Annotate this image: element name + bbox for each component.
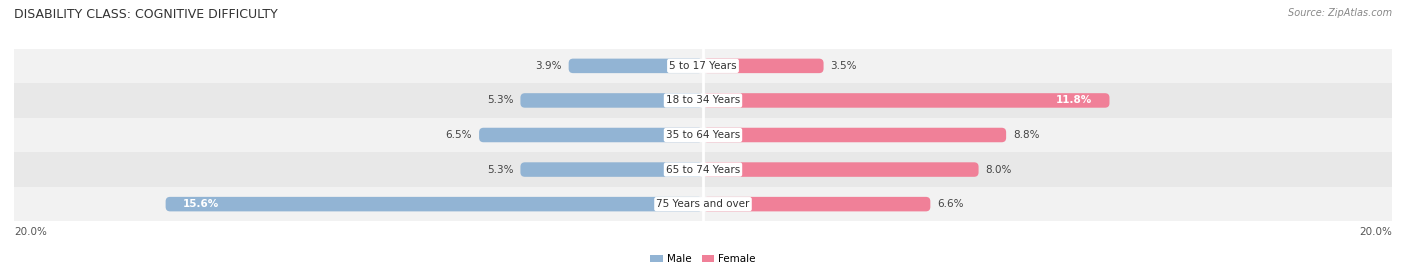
Text: 8.8%: 8.8% [1012,130,1039,140]
Bar [14,49,1392,83]
FancyBboxPatch shape [703,59,824,73]
Text: 5 to 17 Years: 5 to 17 Years [669,61,737,71]
Text: 3.9%: 3.9% [536,61,562,71]
FancyBboxPatch shape [703,197,931,211]
Text: 11.8%: 11.8% [1056,95,1092,106]
FancyBboxPatch shape [166,197,703,211]
Text: 20.0%: 20.0% [14,227,46,237]
Text: 8.0%: 8.0% [986,164,1012,175]
Text: 6.6%: 6.6% [938,199,963,209]
Text: DISABILITY CLASS: COGNITIVE DIFFICULTY: DISABILITY CLASS: COGNITIVE DIFFICULTY [14,8,278,21]
Bar [14,152,1392,187]
Text: 65 to 74 Years: 65 to 74 Years [666,164,740,175]
Text: 35 to 64 Years: 35 to 64 Years [666,130,740,140]
FancyBboxPatch shape [703,93,1109,108]
FancyBboxPatch shape [520,93,703,108]
Bar [14,187,1392,221]
Text: Source: ZipAtlas.com: Source: ZipAtlas.com [1288,8,1392,18]
Text: 6.5%: 6.5% [446,130,472,140]
Text: 5.3%: 5.3% [486,164,513,175]
FancyBboxPatch shape [568,59,703,73]
FancyBboxPatch shape [479,128,703,142]
Text: 18 to 34 Years: 18 to 34 Years [666,95,740,106]
Legend: Male, Female: Male, Female [645,250,761,268]
Text: 3.5%: 3.5% [831,61,856,71]
Text: 20.0%: 20.0% [1360,227,1392,237]
FancyBboxPatch shape [703,128,1007,142]
FancyBboxPatch shape [520,162,703,177]
Text: 5.3%: 5.3% [486,95,513,106]
Text: 15.6%: 15.6% [183,199,219,209]
Bar [14,118,1392,152]
Text: 75 Years and over: 75 Years and over [657,199,749,209]
FancyBboxPatch shape [703,162,979,177]
Bar [14,83,1392,118]
